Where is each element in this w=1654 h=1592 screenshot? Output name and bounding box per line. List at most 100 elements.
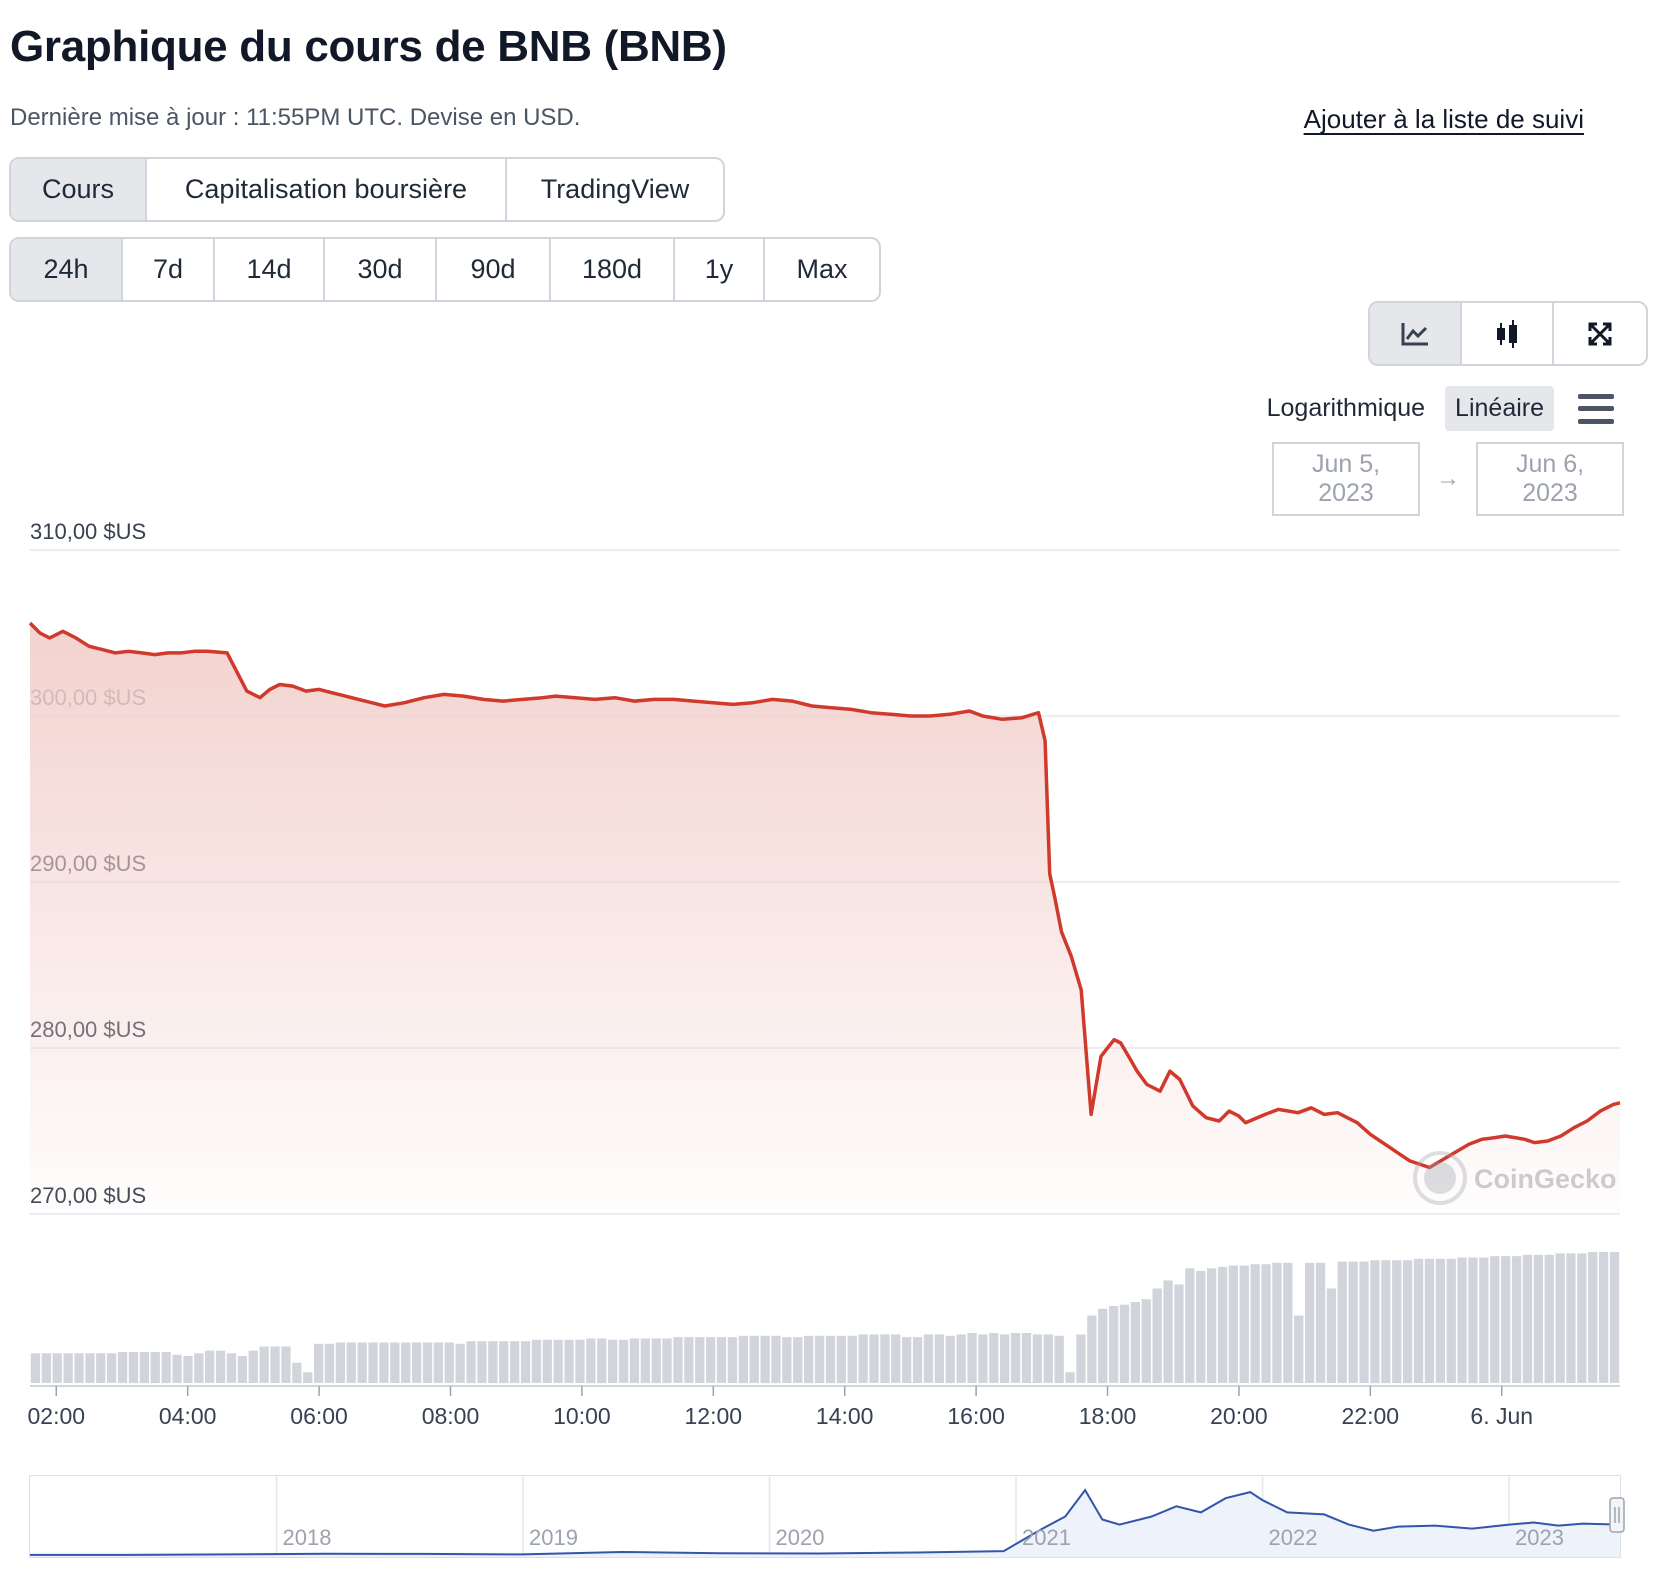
volume-bar [477,1341,487,1384]
tab-tradingview[interactable]: TradingView [540,174,690,204]
linear-scale-button[interactable]: Linéaire [1445,386,1554,431]
range-30d[interactable]: 30d [325,239,437,300]
volume-bar [455,1343,465,1383]
volume-bar [1315,1262,1326,1383]
volume-bar [1392,1260,1402,1384]
range-24h[interactable]: 24h [11,239,123,300]
tab-market-cap[interactable]: Capitalisation boursière [147,159,507,220]
volume-bar [444,1342,454,1383]
volume-bar [1239,1265,1249,1383]
volume-bar [793,1337,803,1383]
hamburger-menu-icon[interactable] [1578,393,1614,424]
volume-bar [923,1334,934,1383]
volume-bar [401,1342,411,1383]
navigator-handle[interactable] [1609,1497,1625,1533]
volume-bar [1207,1268,1217,1384]
candlestick-icon [1497,319,1517,348]
volume-bar [215,1350,226,1383]
volume-bar [1185,1268,1195,1384]
volume-bar [1087,1315,1097,1383]
range-14d[interactable]: 14d [215,239,325,300]
volume-bar [390,1342,400,1383]
volume-bar [1522,1254,1533,1384]
volume-bar [270,1346,280,1383]
date-from-input[interactable]: Jun 5, 2023 [1272,442,1420,516]
volume-bar [1370,1260,1380,1384]
line-chart-icon [1401,322,1428,345]
navigator-year-label: 2023 [1515,1525,1564,1550]
date-to-input[interactable]: Jun 6, 2023 [1476,442,1624,516]
volume-bar [695,1337,705,1383]
range-180d[interactable]: 180d [551,239,675,300]
navigator[interactable]: 2018 2019 2020 2021 2022 2023 [29,1475,1625,1558]
scale-toggle: Logarithmique Linéaire [1257,386,1614,431]
volume-bar [205,1350,215,1383]
volume-bar [716,1337,727,1383]
volume-bar [1403,1260,1413,1384]
volume-bar [368,1342,378,1383]
range-max[interactable]: Max [796,254,848,284]
volume-bar [248,1350,258,1383]
volume-bar [1609,1252,1620,1383]
candlestick-button[interactable] [1462,303,1554,364]
volume-bar [640,1338,650,1384]
x-tick-label: 04:00 [159,1403,217,1429]
log-scale-button[interactable]: Logarithmique [1266,394,1426,422]
volume-bar [1435,1258,1445,1383]
volume-bar [335,1342,345,1383]
volume-bar [1065,1372,1075,1383]
volume-bar [673,1337,683,1383]
range-7d[interactable]: 7d [123,239,215,300]
view-tabs: Cours Capitalisation boursière TradingVi… [9,157,725,222]
volume-bar [1326,1288,1337,1383]
volume-bar [1381,1260,1391,1384]
volume-bar [912,1337,923,1383]
volume-bar [161,1352,171,1384]
volume-bar [226,1353,237,1383]
volume-bar [1272,1262,1282,1383]
volume-bar [1566,1253,1576,1383]
volume-bar [1174,1284,1184,1383]
volume-bar [880,1334,890,1383]
x-tick-label: 6. Jun [1470,1403,1533,1429]
volume-bar [967,1333,977,1383]
date-range: Jun 5, 2023 → Jun 6, 2023 [1272,442,1624,516]
volume-bar [324,1343,335,1383]
volume-bar [1196,1271,1206,1383]
volume-bar [608,1339,618,1383]
volume-bar [1501,1256,1511,1383]
page-title: Graphique du cours de BNB (BNB) [10,22,727,71]
range-1y[interactable]: 1y [675,239,765,300]
volume-bar [63,1353,73,1383]
line-chart-button[interactable] [1370,303,1462,364]
navigator-line [29,1488,1621,1556]
volume-bar [41,1353,51,1383]
volume-bar [52,1353,62,1383]
arrow-right-icon: → [1436,465,1460,492]
volume-bar [1250,1264,1260,1383]
tab-price[interactable]: Cours [11,159,147,220]
navigator-year-label: 2018 [283,1525,332,1550]
volume-bar [706,1337,716,1383]
volume-bar [30,1353,41,1383]
volume-bar [553,1339,563,1383]
volume-bar [1000,1334,1010,1383]
volume-bar [422,1342,433,1383]
y-tick-label: 310,00 $US [30,519,146,544]
expand-icon [1588,322,1612,345]
x-tick-label: 06:00 [290,1403,348,1429]
volume-bar [749,1335,759,1384]
volume-bar [1599,1252,1609,1383]
x-tick-label: 14:00 [816,1403,874,1429]
volume-bar [1163,1280,1173,1383]
volume-bar [150,1352,160,1384]
add-to-watchlist-link[interactable]: Ajouter à la liste de suivi [1303,104,1584,134]
range-90d[interactable]: 90d [437,239,551,300]
volume-bars [30,1252,1620,1384]
volume-bar [891,1334,901,1383]
expand-button[interactable] [1554,303,1646,364]
navigator-area [30,1490,1620,1557]
volume-bar [139,1352,149,1384]
volume-bar [466,1341,476,1384]
